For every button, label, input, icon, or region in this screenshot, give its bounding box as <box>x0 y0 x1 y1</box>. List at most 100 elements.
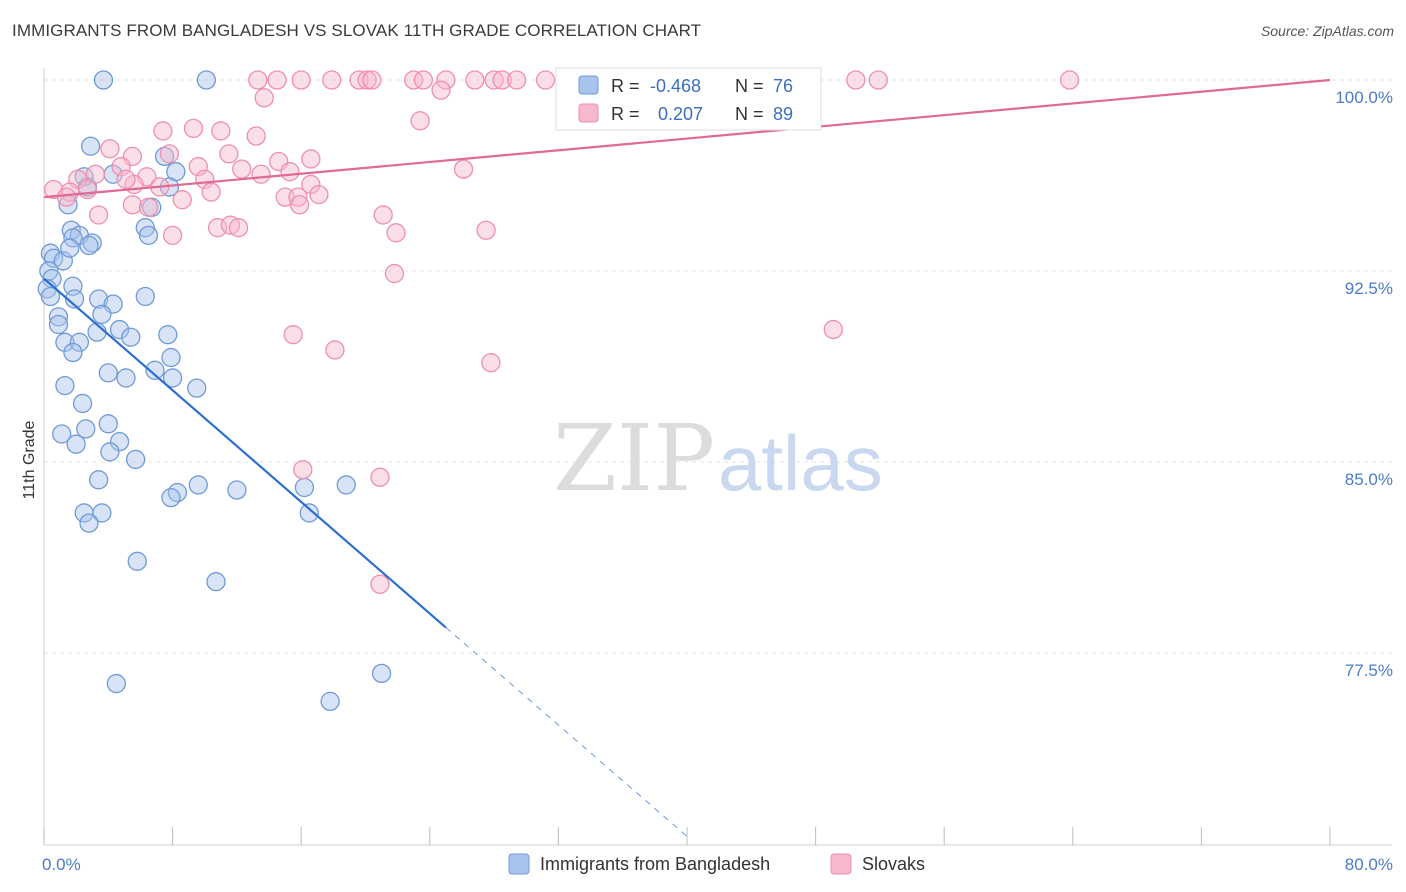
data-point <box>309 184 329 205</box>
data-point <box>506 70 527 90</box>
trend-line-bangladesh-extension <box>445 627 688 837</box>
series-slovaks-points <box>43 70 1080 594</box>
stats-n-label-blue: N = <box>735 76 764 96</box>
x-tick-label: 80.0% <box>1345 855 1393 874</box>
data-point <box>370 574 390 594</box>
data-point <box>100 442 120 462</box>
data-point <box>66 434 86 454</box>
data-point <box>293 459 313 480</box>
data-point <box>211 121 231 141</box>
data-point <box>55 375 75 396</box>
data-point <box>846 70 866 90</box>
data-point <box>228 218 249 238</box>
data-point <box>98 414 118 434</box>
data-point <box>248 70 268 90</box>
data-point <box>161 488 181 508</box>
data-point <box>868 70 888 90</box>
data-point <box>48 307 69 327</box>
data-point <box>145 360 165 380</box>
source-label: Source: ZipAtlas.com <box>1260 23 1394 39</box>
data-point <box>384 263 405 284</box>
trend-lines <box>43 78 1331 837</box>
data-point <box>106 673 126 694</box>
data-point <box>77 179 98 200</box>
data-point <box>127 551 147 571</box>
data-point <box>162 368 183 388</box>
data-point <box>484 70 504 90</box>
data-point <box>294 477 315 498</box>
data-point <box>481 353 501 373</box>
legend-label-slovaks: Slovaks <box>862 854 925 874</box>
data-point <box>111 156 131 177</box>
y-tick-label: 77.5% <box>1345 661 1393 680</box>
data-point <box>125 449 146 470</box>
data-point <box>161 347 181 368</box>
data-point <box>76 419 96 439</box>
data-point <box>267 70 287 90</box>
data-point <box>64 289 85 309</box>
data-point <box>371 663 392 684</box>
data-point <box>56 187 77 207</box>
data-point <box>291 70 311 90</box>
watermark-atlas: atlas <box>718 419 883 507</box>
data-point <box>138 197 159 217</box>
y-axis-label: 11th Grade <box>21 420 38 499</box>
stats-n-label-pink: N = <box>735 104 764 124</box>
watermark-zip: ZIP <box>553 405 715 512</box>
data-point <box>153 121 173 141</box>
data-point <box>122 195 143 215</box>
data-point <box>172 190 192 210</box>
data-point <box>322 70 342 90</box>
data-point <box>135 286 155 307</box>
data-point <box>79 513 99 533</box>
data-point <box>535 70 556 90</box>
data-point <box>288 187 308 207</box>
data-point <box>232 159 252 179</box>
data-point <box>251 164 271 184</box>
data-point <box>93 70 114 90</box>
data-point <box>92 503 112 523</box>
data-point <box>100 139 120 159</box>
data-point <box>69 332 90 352</box>
data-point <box>116 368 136 388</box>
data-point <box>301 149 321 169</box>
data-point <box>227 480 247 500</box>
data-point <box>55 332 75 352</box>
data-point <box>431 80 451 100</box>
data-point <box>109 319 130 340</box>
data-point <box>85 164 106 184</box>
data-point <box>301 174 321 195</box>
data-point <box>162 225 183 245</box>
data-point <box>60 182 80 202</box>
data-point <box>362 70 382 90</box>
data-point <box>1059 70 1080 90</box>
data-point <box>188 475 208 495</box>
data-point <box>320 691 340 712</box>
data-point <box>336 475 356 495</box>
data-point <box>206 572 226 592</box>
stats-r-value-blue: -0.468 <box>650 76 701 96</box>
data-point <box>63 342 83 363</box>
data-point <box>121 327 141 347</box>
legend-label-bangladesh: Immigrants from Bangladesh <box>540 854 770 874</box>
data-point <box>254 88 274 108</box>
data-point <box>72 393 93 414</box>
data-point <box>183 118 204 139</box>
y-tick-label: 100.0% <box>1335 88 1393 107</box>
stats-n-value-pink: 89 <box>773 104 793 124</box>
data-point <box>386 223 406 243</box>
data-point <box>465 70 485 90</box>
data-point <box>246 126 266 146</box>
data-point <box>187 378 207 398</box>
data-point <box>80 136 101 156</box>
data-point <box>60 238 80 258</box>
data-point <box>89 470 109 490</box>
data-point <box>109 431 130 452</box>
data-point <box>219 144 239 164</box>
data-point <box>280 162 300 182</box>
data-point <box>492 70 512 90</box>
data-point <box>167 482 188 503</box>
stats-r-value-pink: 0.207 <box>658 104 703 124</box>
data-point <box>40 286 61 307</box>
